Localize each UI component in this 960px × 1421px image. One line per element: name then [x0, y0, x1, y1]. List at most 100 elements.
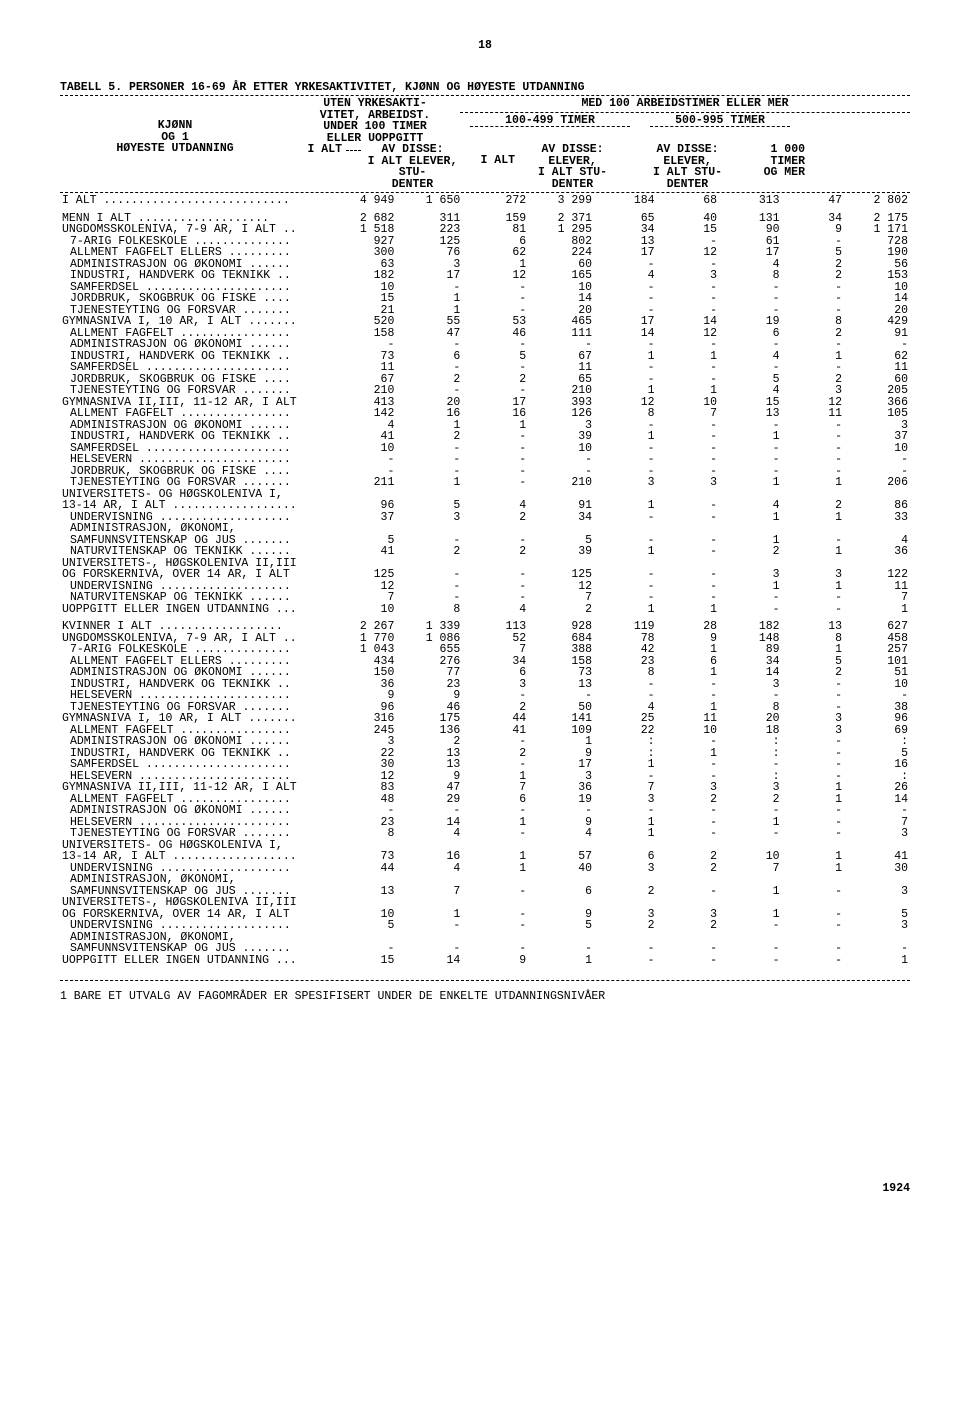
cell: 13 — [594, 236, 657, 248]
table-row: HELSEVERN ......................2314191-… — [60, 817, 910, 829]
cell: 141 — [528, 713, 594, 725]
cell: 122 — [844, 569, 910, 581]
cell: 19 — [528, 794, 594, 806]
cell: - — [396, 339, 462, 351]
cell: 40 — [657, 213, 720, 225]
table-row: HELSEVERN ......................12913--:… — [60, 771, 910, 783]
cell: : — [719, 736, 782, 748]
cell — [594, 489, 657, 501]
row-label: ADMINISTRASJON OG ØKONOMI ...... — [60, 339, 330, 351]
cell — [719, 558, 782, 570]
cell — [844, 489, 910, 501]
cell: 928 — [528, 621, 594, 633]
cell: 119 — [594, 621, 657, 633]
cell: 655 — [396, 644, 462, 656]
table-row: NATURVITENSKAP OG TEKNIKK ......4122391-… — [60, 546, 910, 558]
cell: - — [719, 828, 782, 840]
cell: 1 — [396, 909, 462, 921]
cell: 2 — [594, 920, 657, 932]
table-row: TJENESTEYTING OG FORSVAR .......211-20--… — [60, 305, 910, 317]
cell: 109 — [528, 725, 594, 737]
cell: 9 — [657, 633, 720, 645]
table-row: 7-ÅRIG FOLKESKOLE ..............92712568… — [60, 236, 910, 248]
cell: 3 — [719, 679, 782, 691]
cell: 1 — [462, 851, 528, 863]
row-label: INDUSTRI, HÅNDVERK OG TEKNIKK .. — [60, 270, 330, 282]
cell — [719, 840, 782, 852]
cell: 1 — [657, 667, 720, 679]
cell: 81 — [462, 224, 528, 236]
cell: 4 — [396, 828, 462, 840]
cell: 1 — [396, 293, 462, 305]
table-row: GYMNASNIVÅ I, 10 ÅR, I ALT .......520555… — [60, 316, 910, 328]
cell: - — [782, 454, 845, 466]
cell: 1 770 — [330, 633, 396, 645]
cell: - — [462, 385, 528, 397]
cell: 159 — [462, 213, 528, 225]
cell: 210 — [528, 477, 594, 489]
cell: 3 — [657, 270, 720, 282]
cell — [844, 932, 910, 944]
cell — [594, 840, 657, 852]
cell: 3 — [719, 569, 782, 581]
cell — [782, 874, 845, 886]
cell: 29 — [396, 794, 462, 806]
table-row: SAMFERDSEL .....................11--11--… — [60, 362, 910, 374]
cell: - — [782, 592, 845, 604]
cell: 105 — [844, 408, 910, 420]
cell: 30 — [330, 759, 396, 771]
cell: - — [782, 759, 845, 771]
cell: 8 — [782, 316, 845, 328]
cell: 1 — [594, 759, 657, 771]
cell: - — [782, 748, 845, 760]
cell: - — [528, 690, 594, 702]
cell: 20 — [396, 397, 462, 409]
cell: 2 — [396, 736, 462, 748]
cell: 17 — [462, 397, 528, 409]
cell: 15 — [330, 955, 396, 967]
cell: 1 339 — [396, 621, 462, 633]
cell: - — [396, 385, 462, 397]
row-label: GYMNASNIVÅ II,III, 11-12 ÅR, I ALT — [60, 397, 330, 409]
cell — [462, 558, 528, 570]
cell — [396, 840, 462, 852]
cell: 3 — [844, 828, 910, 840]
cell: 3 — [594, 794, 657, 806]
cell: 1 — [782, 794, 845, 806]
cell: 46 — [462, 328, 528, 340]
cell: 6 — [719, 328, 782, 340]
row-label: ADMINISTRASJON OG ØKONOMI ...... — [60, 667, 330, 679]
cell: - — [719, 759, 782, 771]
cell — [330, 489, 396, 501]
cell: - — [396, 581, 462, 593]
table-row: ALLMENT FAGFELT ................15847461… — [60, 328, 910, 340]
cell: - — [396, 592, 462, 604]
cell: 7 — [462, 782, 528, 794]
cell: 16 — [844, 759, 910, 771]
cell: 3 — [528, 420, 594, 432]
cell: - — [594, 466, 657, 478]
cell: 1 — [844, 955, 910, 967]
row-label: UNGDOMSSKOLENIVÅ, 7-9 ÅR, I ALT .. — [60, 633, 330, 645]
cell: 73 — [528, 667, 594, 679]
cell: 17 — [594, 316, 657, 328]
row-label: SAMFUNNSVITENSKAP OG JUS ....... — [60, 886, 330, 898]
cell: 12 — [657, 247, 720, 259]
cell: 300 — [330, 247, 396, 259]
cell: 3 — [782, 713, 845, 725]
table-row: UNIVERSITETS-, HØGSKOLENIVÅ II,III — [60, 558, 910, 570]
cell: - — [782, 282, 845, 294]
cell: - — [782, 431, 845, 443]
rule-top — [60, 95, 910, 96]
cell: - — [594, 443, 657, 455]
h-ialt-1: I ALT — [307, 143, 342, 156]
cell: - — [657, 362, 720, 374]
cell: 2 — [782, 500, 845, 512]
cell: 3 — [396, 512, 462, 524]
cell: - — [719, 305, 782, 317]
cell: - — [719, 293, 782, 305]
cell: - — [462, 305, 528, 317]
table-row: INDUSTRI, HÅNDVERK OG TEKNIKK ..3623313-… — [60, 679, 910, 691]
cell — [719, 523, 782, 535]
row-label: TJENESTEYTING OG FORSVAR ....... — [60, 828, 330, 840]
